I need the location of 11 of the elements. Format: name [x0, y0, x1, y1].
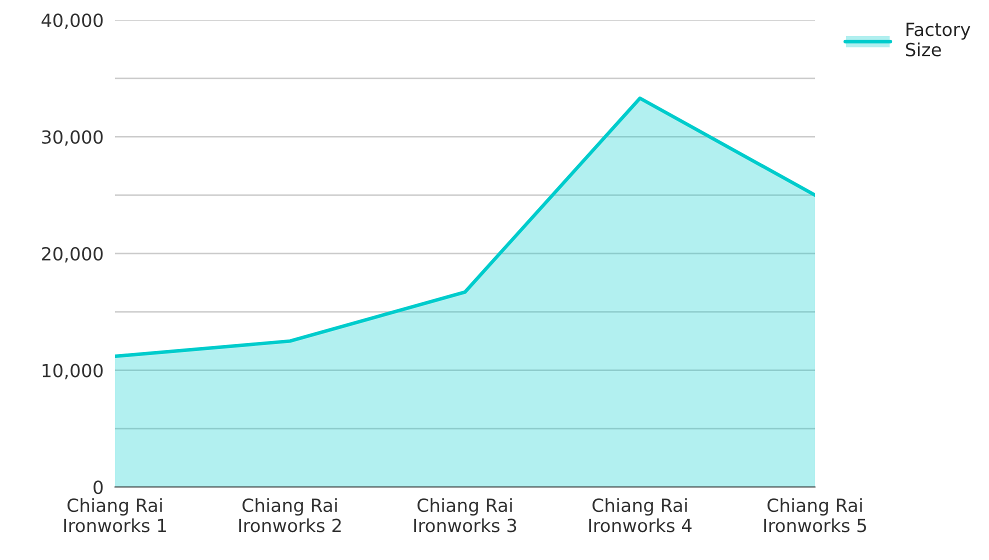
x-tick-label: Chiang Rai Ironworks 2 [239, 498, 341, 532]
y-tick-label: 0 [94, 480, 103, 494]
x-tick-label: Chiang Rai Ironworks 5 [764, 498, 866, 532]
x-tick-label: Chiang Rai Ironworks 4 [589, 498, 692, 532]
y-tick-label: 30,000 [42, 130, 103, 146]
x-tick-label: Chiang Rai Ironworks 3 [414, 498, 516, 532]
y-tick-label: 40,000 [42, 13, 103, 29]
y-tick-label: 20,000 [42, 246, 103, 262]
y-tick-label: 10,000 [42, 364, 103, 380]
x-tick-label: Chiang Rai Ironworks 1 [64, 498, 166, 532]
legend-label: Factory Size [906, 22, 970, 56]
